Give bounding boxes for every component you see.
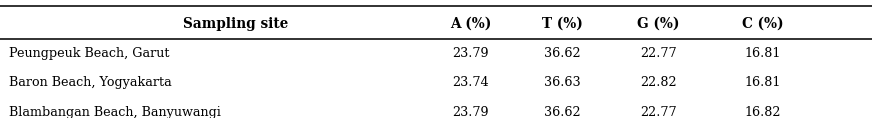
Text: 36.62: 36.62 (544, 47, 581, 60)
Text: Baron Beach, Yogyakarta: Baron Beach, Yogyakarta (9, 76, 172, 89)
Text: 22.77: 22.77 (640, 106, 677, 118)
Text: 23.79: 23.79 (453, 47, 489, 60)
Text: 16.81: 16.81 (745, 47, 781, 60)
Text: 23.79: 23.79 (453, 106, 489, 118)
Text: Blambangan Beach, Banyuwangi: Blambangan Beach, Banyuwangi (9, 106, 221, 118)
Text: 36.62: 36.62 (544, 106, 581, 118)
Text: Peungpeuk Beach, Garut: Peungpeuk Beach, Garut (9, 47, 169, 60)
Text: 22.77: 22.77 (640, 47, 677, 60)
Text: Sampling site: Sampling site (183, 17, 288, 31)
Text: G (%): G (%) (637, 17, 679, 31)
Text: T (%): T (%) (542, 17, 582, 31)
Text: 16.82: 16.82 (745, 106, 781, 118)
Text: 16.81: 16.81 (745, 76, 781, 89)
Text: 22.82: 22.82 (640, 76, 677, 89)
Text: C (%): C (%) (742, 17, 784, 31)
Text: A (%): A (%) (450, 17, 492, 31)
Text: 36.63: 36.63 (544, 76, 581, 89)
Text: 23.74: 23.74 (453, 76, 489, 89)
